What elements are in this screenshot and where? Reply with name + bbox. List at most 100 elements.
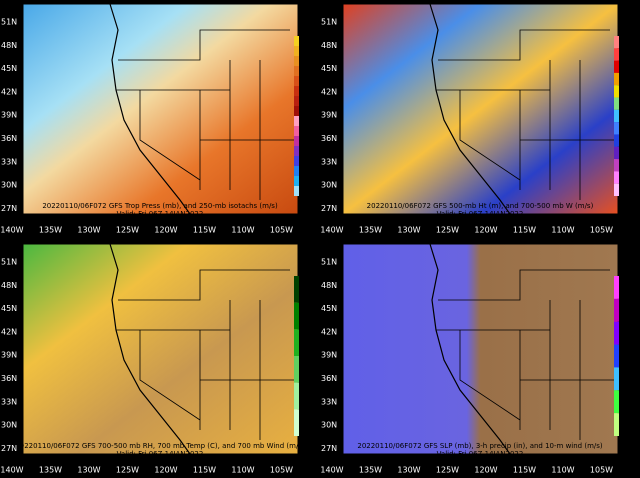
colorbar-swatch (614, 390, 619, 414)
colorbar-swatch (614, 134, 619, 147)
colorbar-label: 1 (621, 285, 624, 291)
lat-label: 36N (1, 374, 17, 383)
coastline (109, 3, 191, 215)
lon-label: 105W (590, 226, 613, 235)
colorbar-swatch (614, 344, 619, 368)
colorbar-label: 425 (301, 49, 311, 55)
colorbar-label: 80 (301, 340, 307, 346)
colorbar-label: 22 (621, 40, 627, 46)
map-field (23, 4, 298, 214)
lat-label: 51N (321, 258, 337, 267)
lon-label: 120W (154, 226, 177, 235)
map-field (343, 4, 618, 214)
lon-label: 125W (436, 466, 459, 475)
colorbar-label: 375 (301, 69, 311, 75)
lon-label: 110W (231, 226, 254, 235)
colorbar-label: 4 (621, 150, 624, 156)
lon-label: 105W (270, 466, 293, 475)
colorbar-label: 100 (301, 287, 311, 293)
lon-label: 120W (474, 466, 497, 475)
colorbar-label: 200 (301, 139, 311, 145)
colorbar-swatch (294, 46, 299, 56)
colorbar-label: 0.02 (621, 399, 632, 405)
lat-label: 48N (1, 281, 17, 290)
colorbar-swatch (614, 109, 619, 123)
colorbar-swatch (614, 85, 619, 98)
colorbar-label: 0.5 (621, 308, 629, 314)
colorbar-label: 2 (621, 163, 624, 169)
state-borders (436, 29, 618, 200)
lat-label: 36N (321, 134, 337, 143)
colorbar-label: -2 (621, 187, 626, 193)
lat-label: 30N (321, 181, 337, 190)
lon-label: 110W (551, 226, 574, 235)
colorbar-swatch (294, 66, 299, 76)
lat-label: 42N (321, 327, 337, 336)
colorbar-label: 70 (301, 367, 307, 373)
lon-label: 135W (39, 226, 62, 235)
lat-label: 36N (1, 134, 17, 143)
valid-time: Valid: Fri 06Z 14JAN2022 (117, 210, 204, 218)
lon-label: 140W (320, 226, 343, 235)
colorbar-label: 0.1 (621, 354, 629, 360)
colorbar-label: 150 (301, 159, 311, 165)
colorbar-label: 250 (301, 119, 311, 125)
colorbar-swatch (294, 302, 299, 330)
map-field (343, 244, 618, 454)
colorbar-swatch (614, 36, 619, 49)
lat-label: 42N (1, 87, 17, 96)
colorbar-swatch (294, 166, 299, 176)
colorbar-swatch (294, 36, 299, 46)
state-borders (116, 269, 298, 440)
colorbar-label: 75 (301, 189, 307, 195)
colorbar-label: 0.05 (621, 376, 632, 382)
caption: 20220110/06F072 GFS SLP (mb), 3-h precip… (357, 442, 603, 450)
lat-label: 27N (321, 444, 337, 453)
colorbar-label: 275 (301, 109, 311, 115)
valid-time: Valid: Fri 06Z 14JAN2022 (437, 210, 524, 218)
colorbar-swatch (294, 276, 299, 303)
lon-label: 135W (39, 466, 62, 475)
lon-label: 115W (513, 466, 536, 475)
lat-label: 27N (1, 204, 17, 213)
colorbar-swatch (614, 413, 619, 436)
colorbar-swatch (614, 72, 619, 86)
colorbar-swatch (294, 86, 299, 96)
colorbar-swatch (614, 146, 619, 160)
colorbar-label: 20 (621, 52, 627, 58)
colorbar-swatch (614, 298, 619, 322)
lat-label: 48N (1, 41, 17, 50)
colorbar-swatch (614, 159, 619, 172)
colorbar-label: 16 (621, 77, 627, 83)
map-panel: 1 0.5 0.25 0.1 0.05 0.02 0.01 20220110/06F072 G… (320, 243, 632, 475)
lon-label: 105W (270, 226, 293, 235)
caption: 20220110/06F072 GFS Trop Press (mb), and… (42, 202, 278, 210)
colorbar-swatch (294, 329, 299, 356)
lat-label: 33N (321, 157, 337, 166)
colorbar-label: 100 (301, 179, 311, 185)
lat-label: 30N (1, 421, 17, 430)
colorbar-swatch (294, 356, 299, 383)
valid-time: Valid: Fri 06Z 14JAN2022 (117, 450, 204, 458)
coastline (429, 243, 511, 455)
lon-label: 135W (359, 226, 382, 235)
colorbar-swatch (614, 122, 619, 135)
lat-label: 51N (321, 18, 337, 27)
lat-label: 30N (1, 181, 17, 190)
colorbar-label: 10 (621, 114, 627, 120)
colorbar-label: 0 (621, 175, 624, 181)
colorbar-swatch (294, 186, 299, 196)
lon-label: 130W (397, 466, 420, 475)
colorbar-label: 350 (301, 79, 311, 85)
state-borders (436, 269, 618, 440)
caption: 20220110/06F072 GFS 500-mb Ht (m), and 7… (367, 202, 594, 210)
map-field (23, 244, 298, 454)
colorbar-swatch (294, 382, 299, 410)
lat-label: 30N (321, 421, 337, 430)
lon-label: 140W (320, 466, 343, 475)
colorbar-swatch (294, 106, 299, 116)
lat-label: 45N (321, 64, 337, 73)
coastline (429, 3, 511, 215)
colorbar-label: 125 (301, 169, 311, 175)
